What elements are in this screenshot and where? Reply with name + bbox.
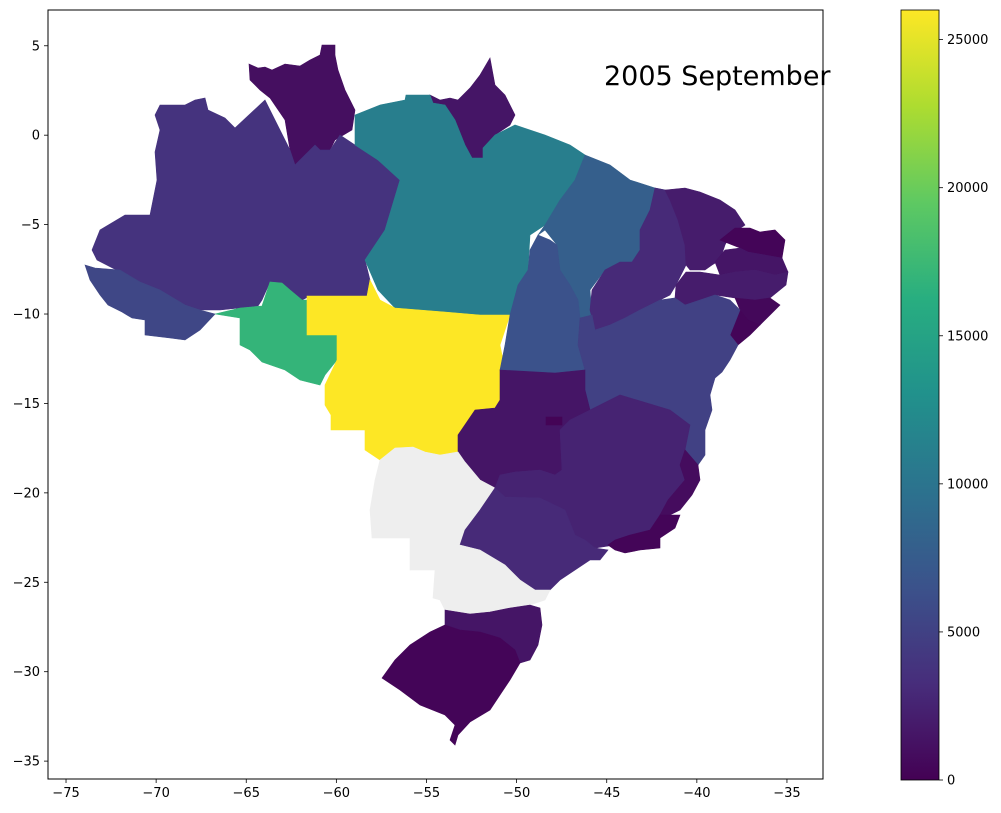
region-parana [409,544,551,615]
colorbar-tick-label: 20000 [947,181,988,196]
x-axis: −75 −70 −65 −60 −55 −50 −45 −40 −35 [52,779,801,801]
colorbar [900,9,940,781]
x-tick-label: −55 [413,786,440,801]
y-tick-label: −25 [13,576,40,591]
region-distrito-federal [545,416,563,426]
y-tick-label: −20 [13,486,40,501]
y-tick-label: 5 [32,39,40,54]
region-amazonas [91,97,401,311]
y-axis: 5 0 −5 −10 −15 −20 −25 −30 −35 [13,39,48,770]
x-tick-label: −35 [773,786,800,801]
x-tick-label: −70 [142,786,169,801]
colorbar-tick-label: 10000 [947,477,988,492]
colorbar-axis: 0 5000 10000 15000 20000 25000 [939,33,988,789]
x-tick-label: −50 [503,786,530,801]
region-acre [84,264,216,341]
y-tick-label: −30 [13,665,40,680]
y-tick-label: −10 [13,308,40,323]
map-axes-frame [47,9,824,780]
y-tick-label: 0 [32,129,40,144]
colorbar-tick-label: 15000 [947,329,988,344]
map-title: 2005 September [604,61,831,92]
region-roraima [248,44,356,166]
colorbar-tick-label: 0 [947,774,955,789]
colorbar-tick-label: 25000 [947,33,988,48]
region-rio-de-janeiro [607,514,681,554]
x-tick-label: −65 [233,786,260,801]
y-tick-label: −5 [21,218,40,233]
y-tick-label: −15 [13,397,40,412]
regions-layer [84,44,789,746]
x-tick-label: −75 [52,786,79,801]
y-tick-label: −35 [13,755,40,770]
x-tick-label: −45 [593,786,620,801]
region-rio-grande-do-sul [381,624,521,746]
x-tick-label: −40 [683,786,710,801]
x-tick-label: −60 [323,786,350,801]
colorbar-tick-label: 5000 [947,625,980,640]
